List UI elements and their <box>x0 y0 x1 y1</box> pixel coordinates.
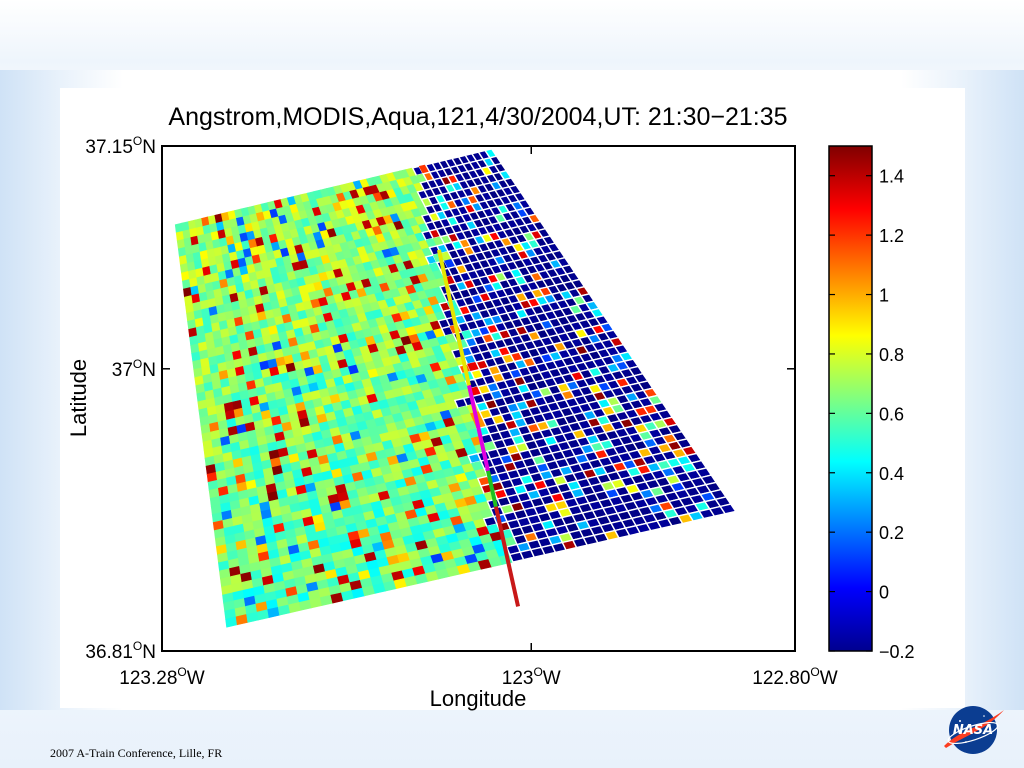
conference-footer: 2007 A-Train Conference, Lille, FR <box>50 746 223 760</box>
y-tick-label: 36.81ON <box>85 639 156 663</box>
nasa-logo: NASA <box>938 702 1008 758</box>
colorbar-tick-label: 0.6 <box>879 404 904 424</box>
heatmap-cells <box>174 148 737 628</box>
colorbar-tick-label: −0.2 <box>879 642 915 662</box>
colorbar: 1.4 1.2 1 0.8 0.6 0.4 0.2 0 −0.2 <box>828 145 915 662</box>
x-tick-label: 123OW <box>502 665 561 689</box>
colorbar-tick-label: 0.8 <box>879 345 904 365</box>
colorbar-tick-label: 1 <box>879 286 889 306</box>
axis-ticks <box>161 145 796 652</box>
y-axis-label: Latitude <box>66 359 91 437</box>
colorbar-ticks: 1.4 1.2 1 0.8 0.6 0.4 0.2 0 −0.2 <box>829 167 915 662</box>
track-segment <box>436 249 471 386</box>
x-tick-label: 122.80OW <box>752 665 837 689</box>
chart-title: Angstrom,MODIS,Aqua,121,4/30/2004,UT: 21… <box>168 103 787 131</box>
satellite-track <box>436 249 521 607</box>
colorbar-gradient <box>828 145 873 652</box>
colorbar-tick-label: 1.4 <box>879 167 904 187</box>
nasa-logo-text: NASA <box>952 723 994 738</box>
colorbar-tick-label: 0.4 <box>879 464 904 484</box>
nasa-meatball-icon <box>944 706 1004 754</box>
colorbar-tick-label: 1.2 <box>879 226 904 246</box>
colorbar-tick-label: 0.2 <box>879 523 904 543</box>
track-segment <box>486 470 498 508</box>
x-tick-label: 123.28OW <box>119 665 204 689</box>
y-tick-labels: 37.15ON 37ON 36.81ON <box>85 134 156 663</box>
track-segment <box>467 384 490 472</box>
axes-frame <box>161 145 796 652</box>
heatmap-cell <box>719 503 737 515</box>
x-axis-label: Longitude <box>430 686 527 711</box>
y-tick-label: 37ON <box>112 357 156 381</box>
x-tick-labels: 123.28OW 123OW 122.80OW <box>119 665 837 689</box>
y-tick-label: 37.15ON <box>85 134 156 158</box>
colorbar-tick-label: 0 <box>879 583 889 603</box>
track-segment <box>493 506 521 607</box>
